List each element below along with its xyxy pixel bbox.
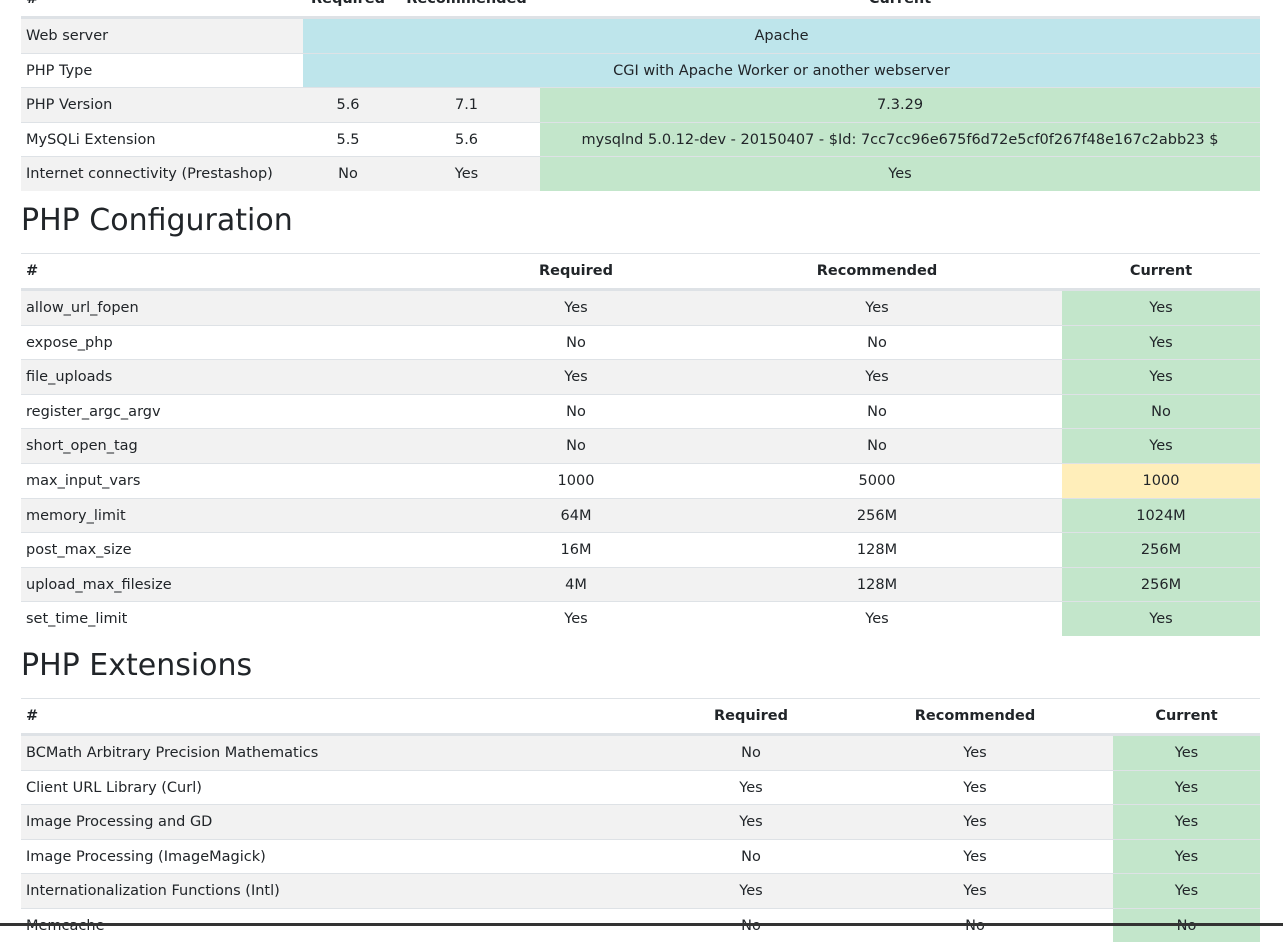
cell: Yes xyxy=(1062,324,1260,360)
header-cell: Current xyxy=(1062,254,1260,290)
cell: Yes xyxy=(1062,359,1260,394)
cell: 1000 xyxy=(1062,462,1260,498)
header-cell: Recommended xyxy=(837,699,1113,735)
cell: 7.3.29 xyxy=(540,87,1260,122)
cell: Yes xyxy=(665,873,837,908)
cell: No xyxy=(303,156,393,191)
row-label: MySQLi Extension xyxy=(21,121,303,157)
cell: 64M xyxy=(460,497,692,533)
row-label: file_uploads xyxy=(21,359,460,394)
cell: Yes xyxy=(460,359,692,394)
cell: Yes xyxy=(1113,873,1260,908)
cell: Yes xyxy=(460,601,692,636)
cell: Yes xyxy=(665,769,837,805)
cell: Yes xyxy=(540,156,1260,191)
cell: Yes xyxy=(1062,601,1260,636)
cell: Yes xyxy=(1113,804,1260,839)
cell: No xyxy=(460,324,692,360)
header-cell: Required xyxy=(665,699,837,735)
cell: Yes xyxy=(692,359,1062,394)
header-cell: Required xyxy=(460,254,692,290)
table: # Required Recommended Current allow_url_fop… xyxy=(21,252,1260,636)
row-label: max_input_vars xyxy=(21,462,460,498)
cell: Yes xyxy=(1062,428,1260,463)
row-label: Internet connectivity (Prestashop) xyxy=(21,156,303,191)
header-cell: Current xyxy=(1113,699,1260,735)
row-label: Image Processing and GD xyxy=(21,804,665,839)
cell: Yes xyxy=(837,804,1113,839)
cell: No xyxy=(460,428,692,463)
row-label: short_open_tag xyxy=(21,428,460,463)
cell: 5.6 xyxy=(393,121,540,157)
cell: Yes xyxy=(837,769,1113,805)
row-label: Internationalization Functions (Intl) xyxy=(21,873,665,908)
cell: No xyxy=(460,393,692,429)
row-label: Client URL Library (Curl) xyxy=(21,769,665,805)
cell: 5.6 xyxy=(303,87,393,122)
row-label: set_time_limit xyxy=(21,601,460,636)
cell: 256M xyxy=(1062,566,1260,602)
header-cell: # xyxy=(21,699,665,735)
cell: Yes xyxy=(1113,838,1260,874)
cell: Yes xyxy=(460,289,692,325)
row-label: PHP Type xyxy=(21,52,303,88)
header-cell: Recommended xyxy=(692,254,1062,290)
header-cell: Current xyxy=(540,0,1260,18)
content: #RequiredRecommendedCurrentWeb serverApa… xyxy=(21,0,1260,942)
cell: 5000 xyxy=(692,462,1062,498)
cell: Yes xyxy=(692,601,1062,636)
cell: 1024M xyxy=(1062,497,1260,533)
cell: Yes xyxy=(1113,769,1260,805)
cell: 256M xyxy=(692,497,1062,533)
cell: No xyxy=(692,393,1062,429)
header-cell: Recommended xyxy=(393,0,540,18)
cell: No xyxy=(692,428,1062,463)
header-cell: # xyxy=(21,0,303,18)
cell: Yes xyxy=(837,734,1113,770)
cell: mysqlnd 5.0.12-dev - 20150407 - $Id: 7cc… xyxy=(540,121,1260,157)
cell: No xyxy=(692,324,1062,360)
table: # Required Recommended Current BCMath Arbitr… xyxy=(21,697,1260,942)
cell: Yes xyxy=(692,289,1062,325)
cell: 7.1 xyxy=(393,87,540,122)
cell: Apache xyxy=(303,18,1260,53)
row-label: PHP Version xyxy=(21,87,303,122)
taskbar-edge xyxy=(0,923,1283,926)
header-cell: # xyxy=(21,254,460,290)
header-cell: Required xyxy=(303,0,393,18)
cell: Yes xyxy=(1113,734,1260,770)
row-label: register_argc_argv xyxy=(21,393,460,429)
cell: No xyxy=(1062,393,1260,429)
cell: 1000 xyxy=(460,462,692,498)
cell: 4M xyxy=(460,566,692,602)
cell: 128M xyxy=(692,532,1062,567)
cell: No xyxy=(665,734,837,770)
cell: No xyxy=(665,838,837,874)
cell: CGI with Apache Worker or another webser… xyxy=(303,52,1260,88)
section-title: PHP Extensions xyxy=(21,647,253,683)
row-label: post_max_size xyxy=(21,532,460,567)
cell: Yes xyxy=(837,838,1113,874)
row-label: upload_max_filesize xyxy=(21,566,460,602)
cell: 128M xyxy=(692,566,1062,602)
cell: 256M xyxy=(1062,532,1260,567)
row-label: allow_url_fopen xyxy=(21,289,460,325)
row-label: BCMath Arbitrary Precision Mathematics xyxy=(21,734,665,770)
cell: Yes xyxy=(665,804,837,839)
cell: 5.5 xyxy=(303,121,393,157)
row-label: Image Processing (ImageMagick) xyxy=(21,838,665,874)
row-label: expose_php xyxy=(21,324,460,360)
cell: 16M xyxy=(460,532,692,567)
row-label: memory_limit xyxy=(21,497,460,533)
cell: Yes xyxy=(393,156,540,191)
cell: Yes xyxy=(837,873,1113,908)
section-title: PHP Configuration xyxy=(21,202,293,238)
cell: Yes xyxy=(1062,289,1260,325)
row-label: Web server xyxy=(21,18,303,53)
